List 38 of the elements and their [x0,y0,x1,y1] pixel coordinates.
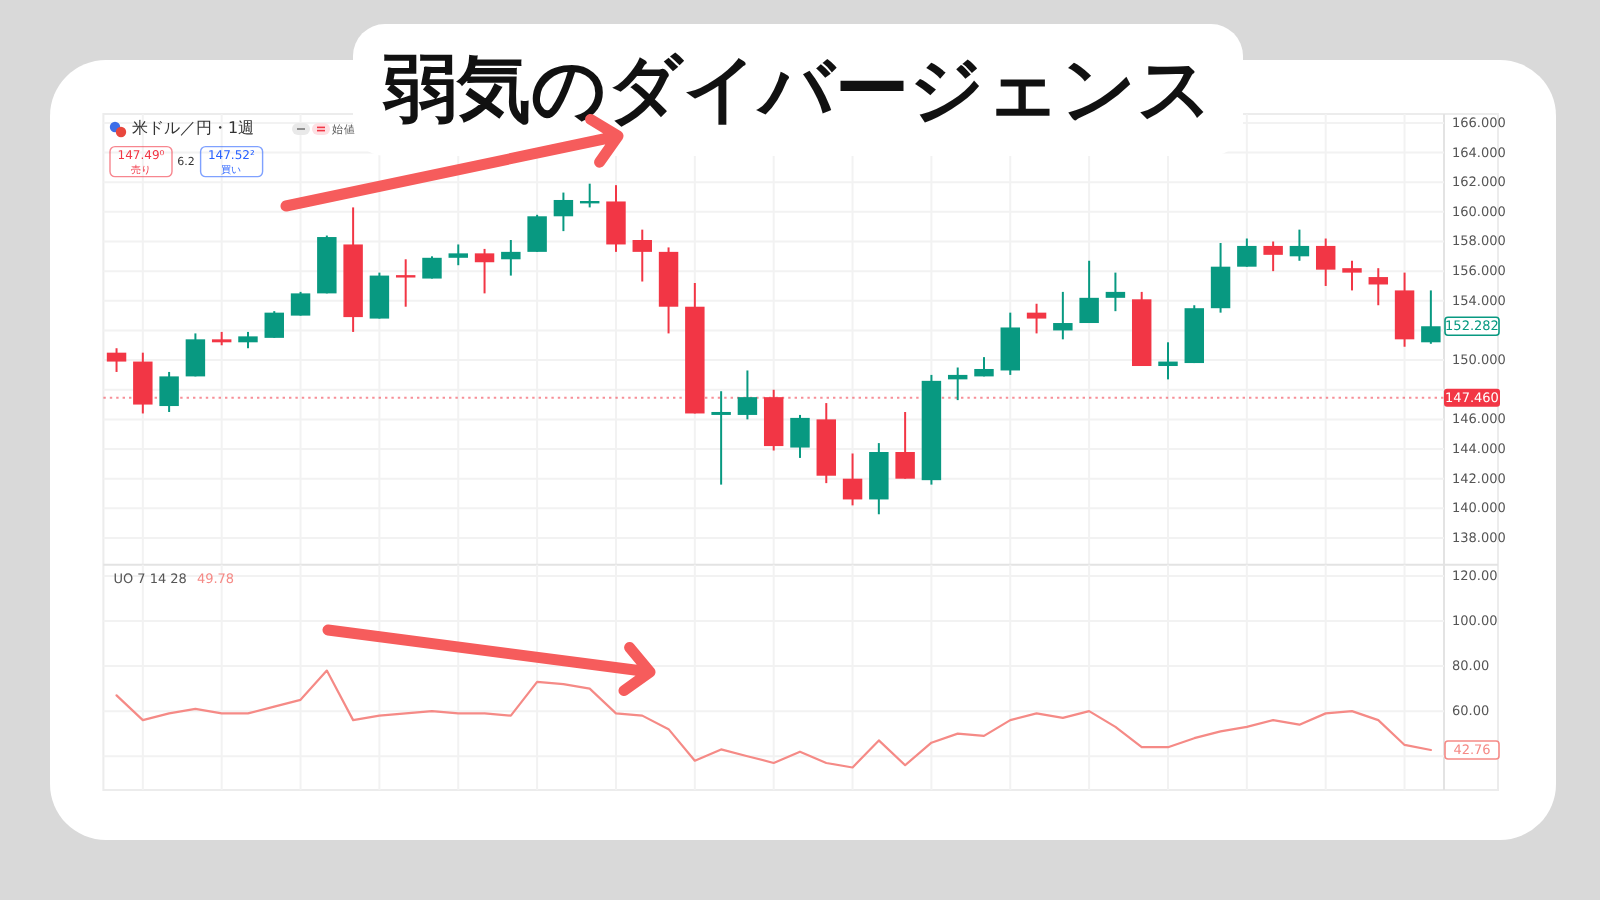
candlestick [1105,271,1126,313]
candlestick [1053,290,1073,341]
candlestick [842,452,863,507]
candlestick [553,191,574,233]
candlestick [1000,311,1020,376]
candlestick [395,258,416,308]
candlestick [869,442,889,516]
candlestick [264,310,284,339]
candlestick [159,370,179,413]
candlestick [1342,259,1362,292]
candlestick [1368,267,1389,307]
candlestick [290,290,311,317]
candlestick [474,247,495,295]
candlestick [790,413,810,459]
candlestick [448,243,468,267]
annotation: 米ドル／円・1週 [132,119,255,137]
candlestick [106,347,127,373]
candlestick [1079,259,1099,325]
candlestick [422,255,442,280]
candlestick [632,228,652,283]
candlestick [1210,241,1231,314]
candlestick [1289,228,1310,262]
line-series [115,669,1432,769]
candlestick [133,351,153,415]
candlestick [1158,341,1178,381]
candlestick [369,271,390,320]
candlestick [1026,302,1047,335]
candlestick [737,369,758,421]
candlestick [895,410,915,480]
candlestick [711,390,731,486]
candlestick [501,239,521,277]
chart-title: 弱気のダイバージェンス [381,46,1213,132]
candlestick [1315,237,1336,287]
candlestick [185,332,206,378]
candlestick [1263,240,1283,273]
candlestick [606,184,626,253]
candlestick [527,213,547,253]
candlestick [1237,237,1257,268]
